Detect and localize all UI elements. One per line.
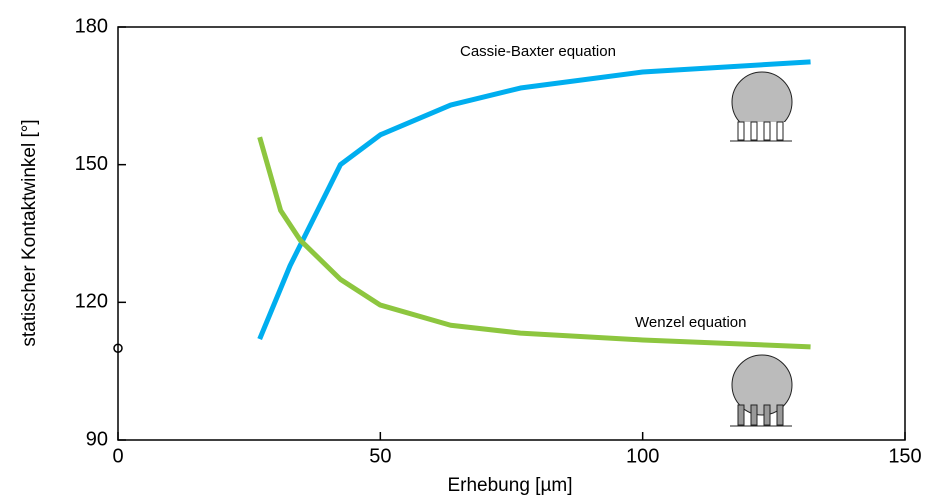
series-label: Wenzel equation bbox=[635, 314, 746, 331]
droplet-icon bbox=[730, 72, 792, 141]
y-tick-label: 180 bbox=[75, 15, 108, 37]
x-tick-label: 0 bbox=[112, 445, 123, 467]
page: {"chart_data": {"type": "line", "x_label… bbox=[0, 0, 933, 499]
x-axis-label: Erhebung [µm] bbox=[447, 475, 572, 496]
series-label: Cassie-Baxter equation bbox=[460, 43, 616, 60]
y-tick-label: 90 bbox=[86, 428, 108, 450]
x-tick-label: 100 bbox=[626, 445, 659, 467]
line bbox=[260, 62, 811, 339]
droplet-icon bbox=[730, 355, 792, 426]
x-tick-label: 150 bbox=[888, 445, 921, 467]
y-axis-label: statischer Kontaktwinkel [°] bbox=[19, 119, 40, 346]
x-tick-label: 50 bbox=[369, 445, 391, 467]
chart: statischer Kontaktwinkel [°] Erhebung [µ… bbox=[0, 0, 933, 499]
y-tick-label: 120 bbox=[75, 291, 108, 313]
y-tick-label: 150 bbox=[75, 153, 108, 175]
